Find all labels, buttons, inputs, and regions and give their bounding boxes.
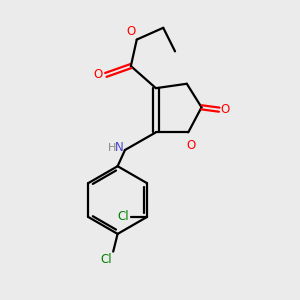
Text: O: O	[126, 25, 135, 38]
Text: N: N	[115, 141, 124, 154]
Text: Cl: Cl	[100, 253, 112, 266]
Text: H: H	[108, 142, 117, 153]
Text: Cl: Cl	[118, 210, 129, 223]
Text: O: O	[186, 139, 195, 152]
Text: O: O	[94, 68, 103, 81]
Text: O: O	[221, 103, 230, 116]
